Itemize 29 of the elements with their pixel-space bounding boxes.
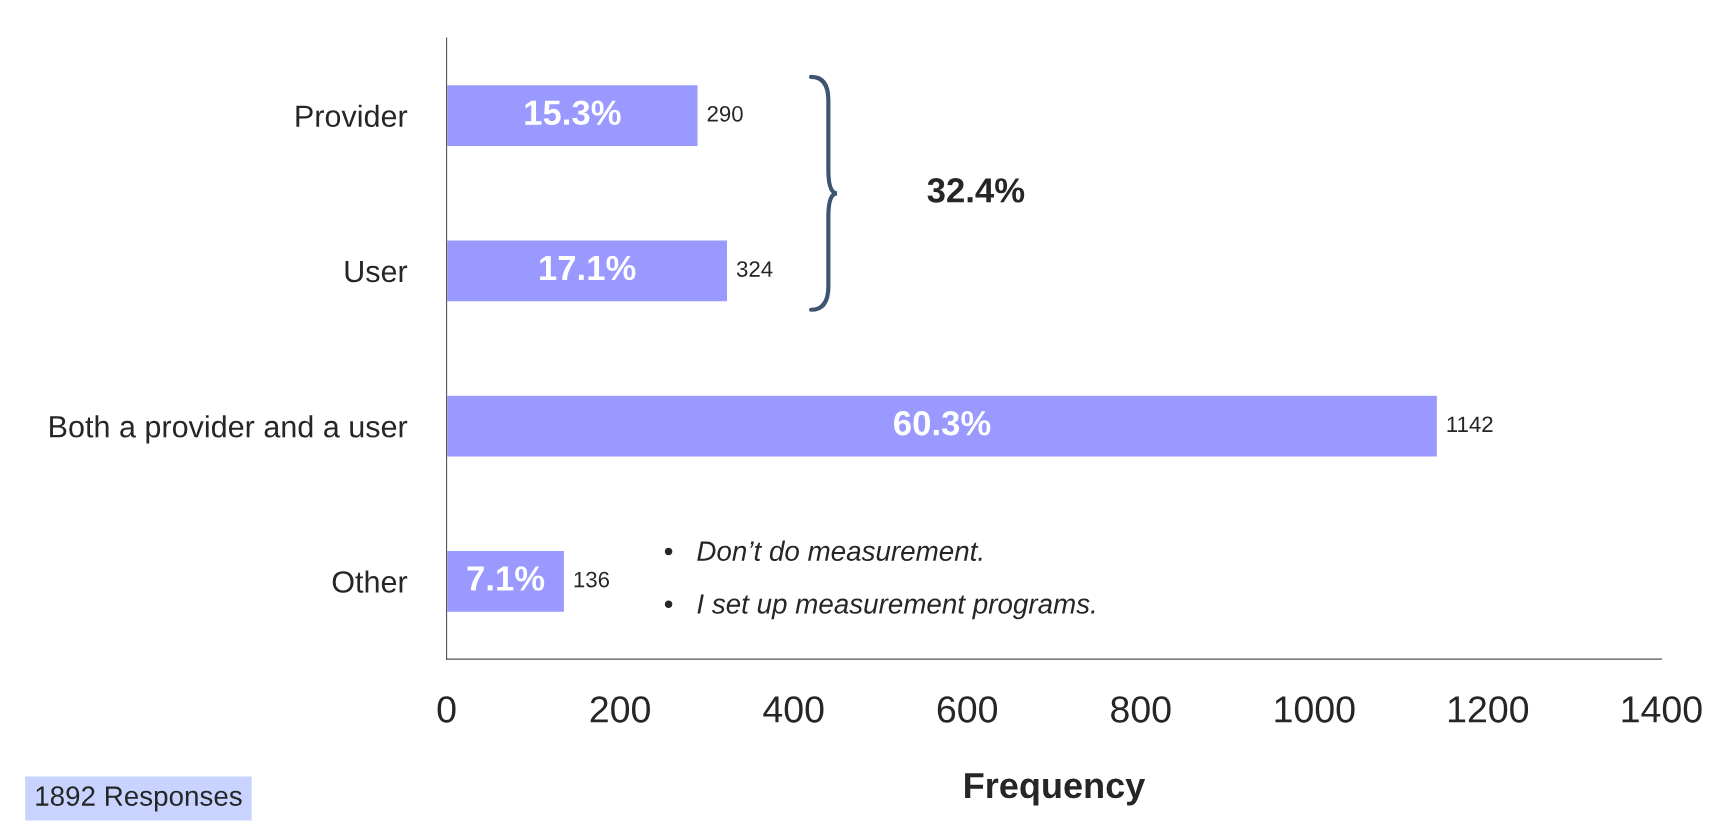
y-tick-label: User (345, 261, 408, 283)
x-tick-label: 400 (763, 696, 824, 723)
annotation: 32.4% (927, 178, 1025, 203)
annotation: • Don’t do measurement. (664, 540, 982, 561)
x-tick-label: 0 (437, 696, 456, 723)
x-tick-label: 1200 (1448, 696, 1529, 723)
x-tick-label: 800 (1111, 696, 1171, 723)
y-tick-label: Other (332, 570, 408, 593)
x-tick-label: 1400 (1622, 696, 1702, 723)
bar (446, 83, 699, 148)
data-label: 1142 (1447, 416, 1493, 432)
x-tick-label: 600 (937, 696, 998, 723)
text: 1892 Responses (36, 786, 242, 812)
annotation: • I set up measurement programs. (664, 594, 1095, 620)
x-axis-title: Frequency (965, 773, 1146, 806)
annotation: 15.3% (525, 100, 621, 126)
y-tick-label: Both a provider and a user (50, 415, 408, 444)
y-tick-label: Provider (296, 104, 408, 128)
bar (446, 394, 1439, 458)
data-label: 324 (736, 261, 773, 277)
data-label: 290 (707, 105, 743, 122)
bar (446, 239, 729, 303)
bar (446, 549, 566, 614)
annotation: 7.1% (467, 566, 545, 591)
data-label: 136 (574, 571, 610, 588)
annotation: 60.3% (894, 410, 991, 436)
x-tick-label: 1000 (1275, 696, 1355, 723)
x-tick-label: 200 (590, 696, 650, 723)
annotation: 17.1% (540, 255, 636, 281)
